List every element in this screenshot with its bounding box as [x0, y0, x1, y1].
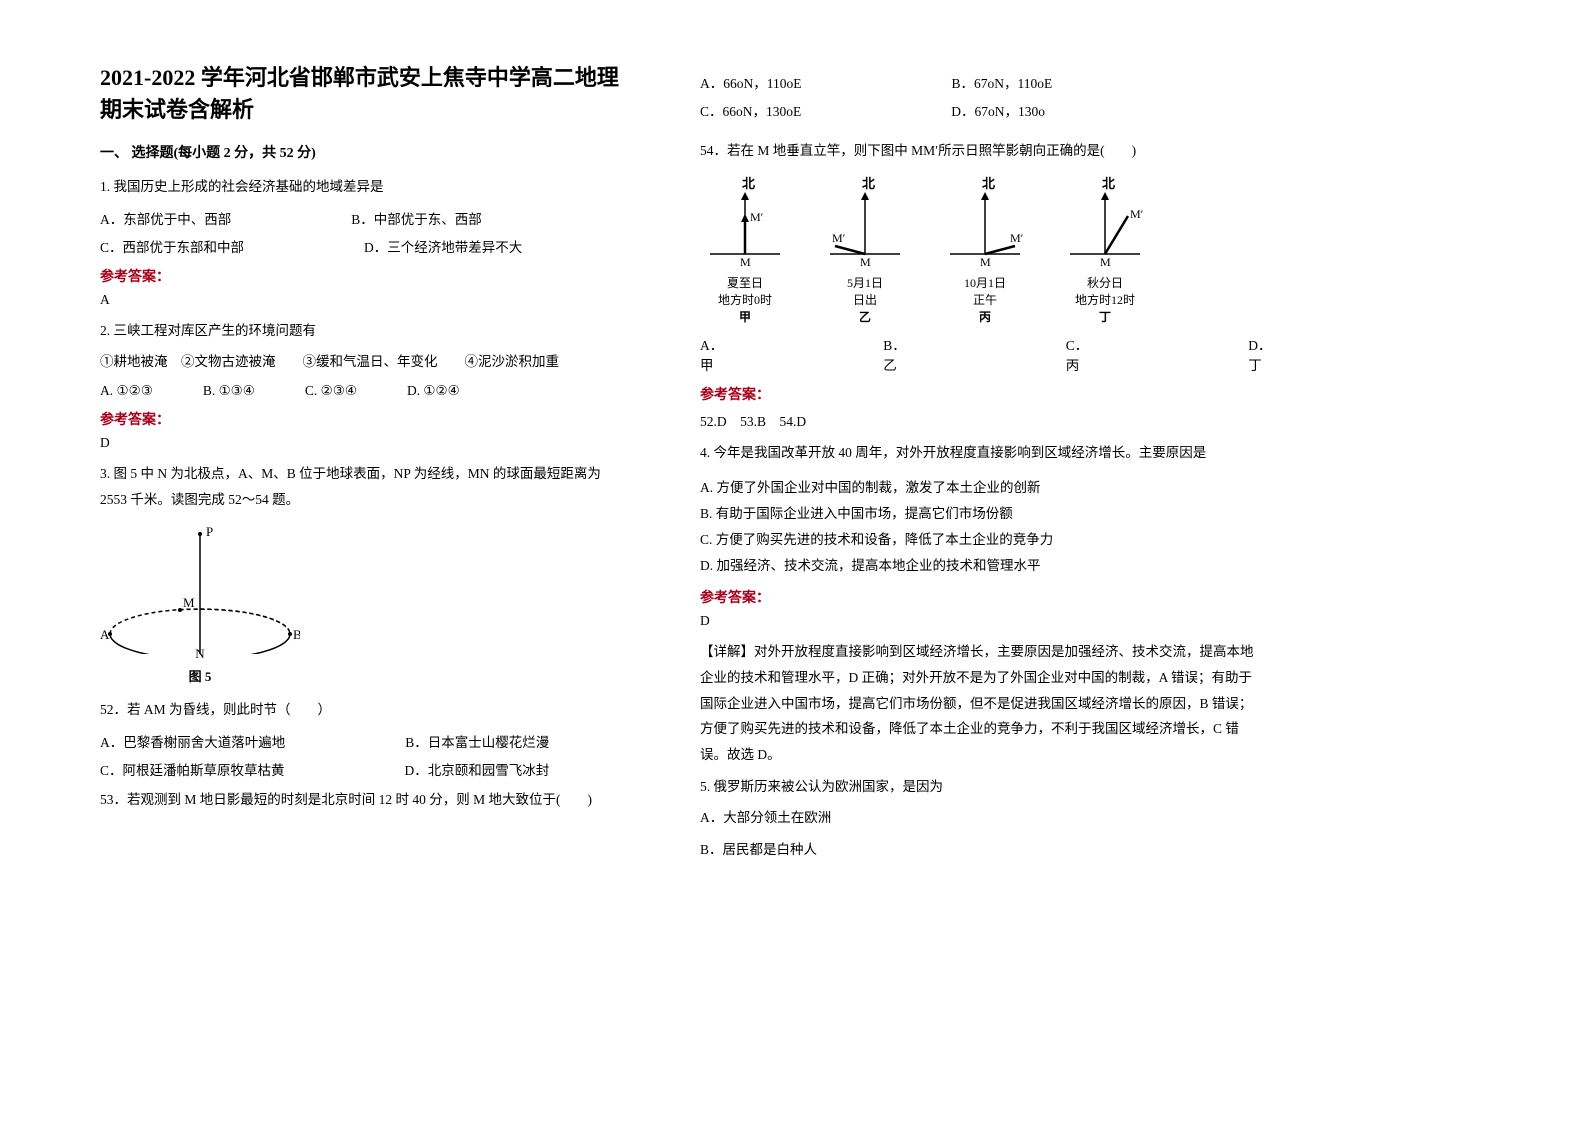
svg-text:M′: M′ — [750, 210, 764, 224]
section-1-heading: 一、 选择题(每小题 2 分，共 52 分) — [100, 142, 620, 162]
q54-fig-d-cap: 丁 — [1060, 309, 1150, 326]
q1-opt-b: B．中部优于东、西部 — [351, 208, 482, 228]
q52-row1: A．巴黎香榭丽舍大道落叶遍地 B．日本富士山樱花烂漫 — [100, 731, 620, 751]
q2-opt-d: D. ①②④ — [407, 383, 460, 399]
q4-answer: D — [700, 613, 1260, 629]
q2-answer-label: 参考答案： — [100, 409, 620, 429]
q54-fig-a-svg: 北 M′ M — [700, 176, 790, 271]
q4-opt-d: D. 加强经济、技术交流，提高本地企业的技术和管理水平 — [700, 554, 1260, 574]
q5-stem: 5. 俄罗斯历来被公认为欧洲国家，是因为 — [700, 774, 1260, 800]
q4-stem: 4. 今年是我国改革开放 40 周年，对外开放程度直接影响到区域经济增长。主要原… — [700, 440, 1260, 466]
q2-options: A. ①②③ B. ①③④ C. ②③④ D. ①②④ — [100, 383, 620, 399]
svg-text:M′: M′ — [1010, 231, 1024, 245]
q54-stem: 54．若在 M 地垂直立竿，则下图中 MM′所示日照竿影朝向正确的是( ) — [700, 138, 1260, 164]
q54-fig-a-cap: 甲 — [700, 309, 790, 326]
fig5-label-p: P — [206, 524, 213, 539]
q54-options: A．甲 B．乙 C．丙 D．丁 — [700, 334, 1260, 374]
svg-text:北: 北 — [982, 176, 995, 191]
svg-text:M′: M′ — [832, 231, 846, 245]
q1-stem: 1. 我国历史上形成的社会经济基础的地域差异是 — [100, 174, 620, 200]
q4-opt-c: C. 方便了购买先进的技术和设备，降低了本土企业的竞争力 — [700, 528, 1260, 548]
q54-fig-b: 北 M′ M 5月1日 日出 乙 — [820, 176, 910, 326]
q1-opt-a: A．东部优于中、西部 — [100, 208, 231, 228]
q4-explain: 【详解】对外开放程度直接影响到区域经济增长，主要原因是加强经济、技术交流，提高本… — [700, 639, 1260, 767]
q54-fig-a: 北 M′ M 夏至日 地方时0时 甲 — [700, 176, 790, 326]
q54-fig-c: 北 M′ M 10月1日 正午 丙 — [940, 176, 1030, 326]
q4-opt-b: B. 有助于国际企业进入中国市场，提高它们市场份额 — [700, 502, 1260, 522]
q54-fig-c-cap: 丙 — [940, 309, 1030, 326]
q1-opt-c: C．西部优于东部和中部 — [100, 236, 244, 256]
svg-text:M′: M′ — [1130, 207, 1144, 221]
q1-answer-label: 参考答案： — [100, 266, 620, 286]
q53-stem: 53．若观测到 M 地日影最短的时刻是北京时间 12 时 40 分，则 M 地大… — [100, 787, 620, 813]
q1-opt-d: D．三个经济地带差异不大 — [364, 236, 522, 256]
q2-opt-b: B. ①③④ — [203, 383, 255, 399]
q53-opt-a: A．66oN，110oE — [700, 72, 802, 92]
q1-options-row2: C．西部优于东部和中部 D．三个经济地带差异不大 — [100, 236, 620, 256]
svg-text:M: M — [860, 255, 871, 269]
q54-fig-d-l2: 地方时12时 — [1060, 292, 1150, 309]
q52-row2: C．阿根廷潘帕斯草原牧草枯黄 D．北京颐和园雪飞冰封 — [100, 759, 620, 779]
q53-opt-d: D．67oN，130o — [951, 100, 1045, 120]
left-column: 2021-2022 学年河北省邯郸市武安上焦寺中学高二地理期末试卷含解析 一、 … — [100, 60, 620, 869]
svg-text:M: M — [980, 255, 991, 269]
svg-text:M: M — [1100, 255, 1111, 269]
q53-opt-c: C．66oN，130oE — [700, 100, 801, 120]
q4-answer-label: 参考答案： — [700, 587, 1260, 607]
q2-answer: D — [100, 435, 620, 451]
q54-fig-b-svg: 北 M′ M — [820, 176, 910, 271]
figure-5-svg: P A B M — [100, 524, 300, 654]
fig5-label-b: B — [293, 627, 300, 642]
q54-opt-a: A．甲 — [700, 334, 723, 374]
q54-fig-b-l2: 日出 — [820, 292, 910, 309]
q53-opt-b: B．67oN，110oE — [952, 72, 1053, 92]
q54-fig-d: 北 M′ M 秋分日 地方时12时 丁 — [1060, 176, 1150, 326]
q52-opt-d: D．北京颐和园雪飞冰封 — [405, 759, 550, 779]
q54-opt-b: B．乙 — [883, 334, 906, 374]
q54-opt-d: D．丁 — [1248, 334, 1271, 374]
q2-opt-c: C. ②③④ — [305, 383, 357, 399]
q54-fig-c-l1: 10月1日 — [940, 275, 1030, 292]
figure-5-caption: 图 5 — [100, 666, 300, 685]
q2-stem: 2. 三峡工程对库区产生的环境问题有 — [100, 318, 620, 344]
q2-sub: ①耕地被淹 ②文物古迹被淹 ③缓和气温日、年变化 ④泥沙淤积加重 — [100, 349, 620, 375]
q4-options: A. 方便了外国企业对中国的制裁，激发了本土企业的创新 B. 有助于国际企业进入… — [700, 473, 1260, 577]
q3-intro: 3. 图 5 中 N 为北极点，A、M、B 位于地球表面，NP 为经线，MN 的… — [100, 461, 620, 512]
q4-opt-a: A. 方便了外国企业对中国的制裁，激发了本土企业的创新 — [700, 476, 1260, 496]
fig5-label-a: A — [100, 627, 110, 642]
q53-row1: A．66oN，110oE B．67oN，110oE — [700, 72, 1260, 92]
q54-opt-c: C．丙 — [1066, 334, 1089, 374]
fig5-n-label: N — [100, 646, 300, 662]
q52-opt-b: B．日本富士山樱花烂漫 — [405, 731, 549, 751]
q54-fig-c-svg: 北 M′ M — [940, 176, 1030, 271]
q52-opt-c: C．阿根廷潘帕斯草原牧草枯黄 — [100, 759, 285, 779]
q3-answer: 52.D 53.B 54.D — [700, 410, 1260, 430]
q2-opt-a: A. ①②③ — [100, 383, 153, 399]
exam-page: 2021-2022 学年河北省邯郸市武安上焦寺中学高二地理期末试卷含解析 一、 … — [0, 0, 1587, 909]
q3-answer-label: 参考答案： — [700, 384, 1260, 404]
q54-figures: 北 M′ M 夏至日 地方时0时 甲 北 — [700, 176, 1260, 326]
q52-opt-a: A．巴黎香榭丽舍大道落叶遍地 — [100, 731, 285, 751]
q54-fig-a-l2: 地方时0时 — [700, 292, 790, 309]
svg-text:北: 北 — [742, 176, 755, 191]
q54-fig-a-l1: 夏至日 — [700, 275, 790, 292]
exam-title: 2021-2022 学年河北省邯郸市武安上焦寺中学高二地理期末试卷含解析 — [100, 60, 620, 124]
q54-fig-c-l2: 正午 — [940, 292, 1030, 309]
q52-stem: 52．若 AM 为昏线，则此时节（ ） — [100, 697, 620, 723]
right-column: A．66oN，110oE B．67oN，110oE C．66oN，130oE D… — [700, 60, 1260, 869]
q1-options-row1: A．东部优于中、西部 B．中部优于东、西部 — [100, 208, 620, 228]
q54-fig-b-l1: 5月1日 — [820, 275, 910, 292]
fig5-label-m: M — [183, 595, 195, 610]
q5-opt-a: A．大部分领土在欧洲 — [700, 805, 1260, 831]
q53-row2: C．66oN，130oE D．67oN，130o — [700, 100, 1260, 120]
q54-fig-d-l1: 秋分日 — [1060, 275, 1150, 292]
svg-text:北: 北 — [862, 176, 875, 191]
q54-fig-b-cap: 乙 — [820, 309, 910, 326]
figure-5: P A B M N 图 5 — [100, 524, 300, 685]
q54-fig-d-svg: 北 M′ M — [1060, 176, 1150, 271]
svg-text:北: 北 — [1102, 176, 1115, 191]
q1-answer: A — [100, 292, 620, 308]
svg-text:M: M — [740, 255, 751, 269]
q5-opt-b: B．居民都是白种人 — [700, 837, 1260, 863]
